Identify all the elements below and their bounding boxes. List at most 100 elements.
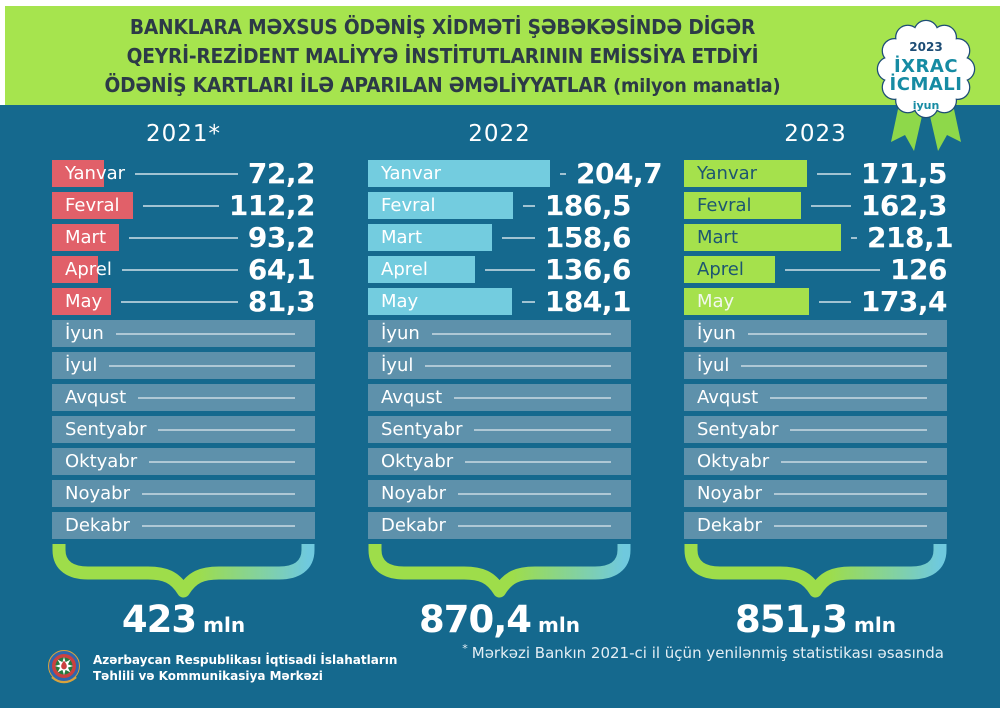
- month-label: Mart: [65, 227, 107, 248]
- bar-wrap: Yanvar: [52, 160, 125, 187]
- bar-wrap: Yanvar: [684, 160, 807, 187]
- month-label: Yanvar: [697, 163, 758, 184]
- month-bar-row: Yanvar 72,2: [52, 160, 316, 188]
- badge-rosette-icon: [876, 19, 976, 119]
- connector-line: [741, 364, 927, 367]
- empty-month-row: İyul: [368, 352, 631, 379]
- month-label: Sentyabr: [697, 419, 779, 440]
- month-value: 218,1: [867, 221, 954, 254]
- bar: [368, 256, 475, 283]
- month-value: 81,3: [247, 285, 316, 318]
- issue-badge: 2023 İXRAC İCMALI iyun: [876, 19, 976, 151]
- connector-line: [774, 492, 927, 495]
- column-2023: 2023 Yanvar 171,5 Fevral 162,3 Mart 218,1 A…: [684, 121, 954, 647]
- header-band: BANKLARA MƏXSUS ÖDƏNİŞ XİDMƏTİ ŞƏBƏKƏSİN…: [5, 6, 1000, 105]
- month-value: 173,4: [860, 285, 948, 318]
- bar-wrap: Fevral: [52, 192, 133, 219]
- month-value: 93,2: [247, 221, 316, 254]
- month-label: Noyabr: [381, 483, 446, 504]
- empty-month-row: Oktyabr: [368, 448, 631, 475]
- month-bar-row: Fevral 162,3: [684, 192, 948, 220]
- bar: [52, 224, 119, 251]
- chart-area: 2021* Yanvar 72,2 Fevral 112,2 Mart 93,2 Ap…: [0, 105, 1000, 708]
- total-value: 870,4: [419, 598, 532, 641]
- month-bar-row: May 173,4: [684, 285, 948, 318]
- bar: [684, 256, 775, 283]
- month-label: Aprel: [381, 259, 428, 280]
- month-bar-row: May 81,3: [52, 285, 316, 318]
- month-label: Mart: [381, 227, 423, 248]
- month-label: İyul: [65, 355, 98, 376]
- bar-wrap: Aprel: [684, 256, 775, 283]
- bar-wrap: Aprel: [368, 256, 475, 283]
- connector-line: [522, 300, 535, 303]
- connector-line: [143, 204, 219, 207]
- month-label: May: [697, 291, 735, 312]
- brace-icon: [684, 544, 947, 598]
- bar: [368, 192, 513, 219]
- badge-month: iyun: [913, 99, 940, 112]
- connector-line: [458, 492, 611, 495]
- month-label: Fevral: [697, 195, 752, 216]
- bar: [52, 256, 98, 283]
- month-label: Mart: [697, 227, 739, 248]
- month-bar-row: May 184,1: [368, 285, 632, 318]
- connector-line: [141, 524, 295, 527]
- month-label: May: [65, 291, 103, 312]
- bar: [368, 288, 512, 315]
- month-bar-row: Mart 218,1: [684, 224, 954, 252]
- connector-line: [115, 332, 295, 335]
- month-value: 184,1: [544, 285, 632, 318]
- year-total: 423 mln: [52, 600, 315, 647]
- month-value: 204,7: [576, 157, 663, 190]
- badge-year: 2023: [909, 40, 942, 54]
- empty-month-row: Avqust: [368, 384, 631, 411]
- month-bar-row: Fevral 186,5: [368, 192, 632, 220]
- month-label: Dekabr: [697, 515, 762, 536]
- month-label: Dekabr: [65, 515, 130, 536]
- connector-line: [142, 492, 295, 495]
- month-label: Noyabr: [65, 483, 130, 504]
- bar: [52, 192, 133, 219]
- connector-line: [811, 204, 851, 207]
- connector-line: [138, 396, 295, 399]
- empty-month-row: İyun: [368, 320, 631, 347]
- month-bar-row: Aprel 64,1: [52, 256, 316, 284]
- title-line-3: ÖDƏNİŞ KARTLARI İLƏ APARILAN ƏMƏLİYYATLA…: [73, 71, 812, 101]
- empty-month-row: Oktyabr: [684, 448, 947, 475]
- total-unit: mln: [203, 613, 246, 637]
- brace-icon: [52, 544, 315, 598]
- bar: [52, 288, 111, 315]
- month-label: Sentyabr: [65, 419, 147, 440]
- bar: [684, 224, 841, 251]
- bar: [684, 192, 801, 219]
- bar: [684, 160, 807, 187]
- month-label: Yanvar: [65, 163, 126, 184]
- bar: [684, 288, 809, 315]
- connector-line: [485, 268, 535, 271]
- month-bar-row: Yanvar 171,5: [684, 160, 948, 188]
- badge-title-line2: İCMALI: [890, 73, 963, 95]
- empty-month-row: Oktyabr: [52, 448, 315, 475]
- title-unit-note: (milyon manatla): [613, 75, 781, 97]
- month-value: 158,6: [544, 221, 632, 254]
- month-label: Dekabr: [381, 515, 446, 536]
- month-label: Oktyabr: [381, 451, 454, 472]
- connector-line: [425, 364, 611, 367]
- bar-wrap: Mart: [368, 224, 492, 251]
- total-unit: mln: [538, 613, 580, 637]
- connector-line: [785, 268, 881, 271]
- month-bar-row: Fevral 112,2: [52, 192, 316, 220]
- connector-line: [773, 524, 927, 527]
- title-line-3-caps: ÖDƏNİŞ KARTLARI İLƏ APARILAN ƏMƏLİYYATLA…: [104, 73, 607, 97]
- month-label: Oktyabr: [697, 451, 770, 472]
- month-label: İyun: [697, 323, 736, 344]
- month-label: İyun: [65, 323, 104, 344]
- month-label: Oktyabr: [65, 451, 138, 472]
- connector-line: [158, 428, 295, 431]
- total-value: 851,3: [735, 598, 848, 641]
- org-line-1: Azərbaycan Respublikası İqtisadi İslahat…: [93, 653, 398, 667]
- bar-wrap: Yanvar: [368, 160, 550, 187]
- column-2021: 2021* Yanvar 72,2 Fevral 112,2 Mart 93,2 Ap…: [52, 121, 316, 647]
- column-year-title: 2022: [468, 121, 531, 147]
